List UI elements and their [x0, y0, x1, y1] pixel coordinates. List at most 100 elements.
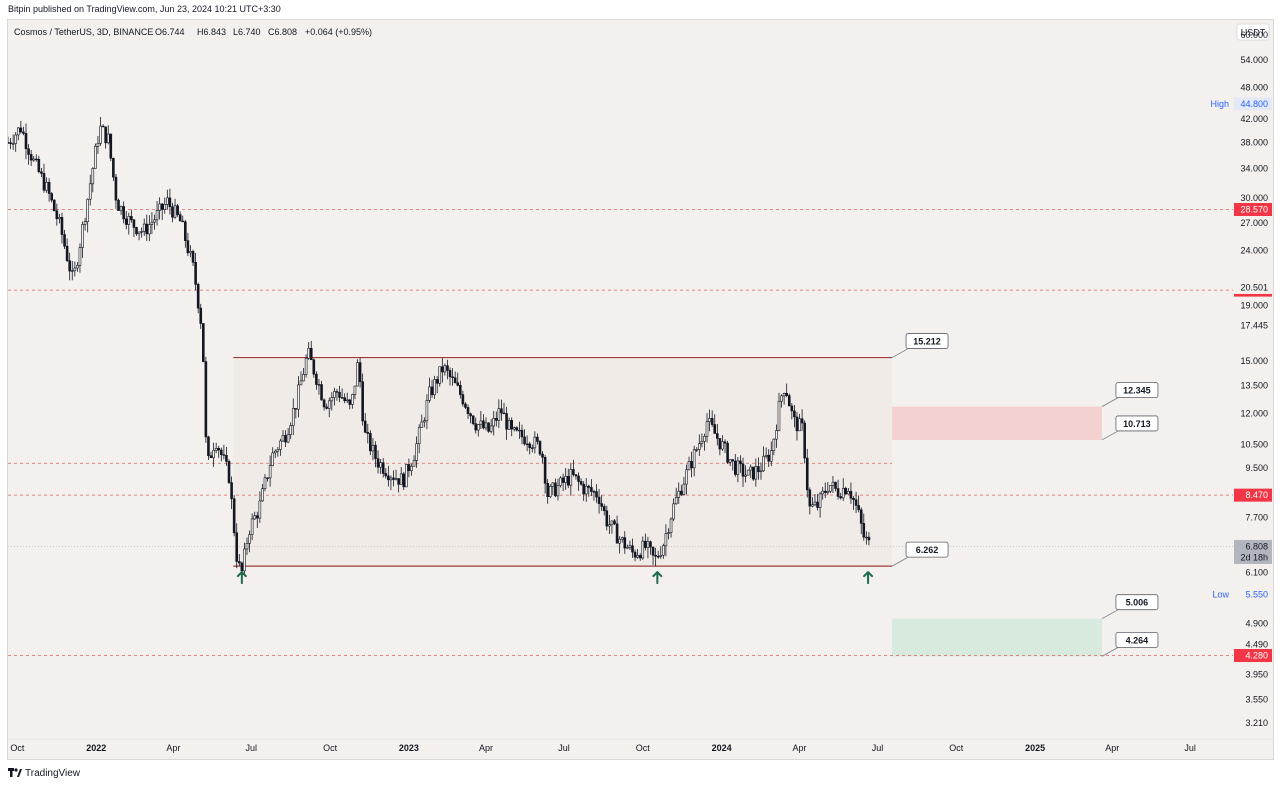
time-tick-label: Apr [1105, 743, 1119, 753]
support-top-label-text: 5.006 [1126, 598, 1149, 608]
candle-body [83, 221, 87, 225]
candle-body [641, 540, 645, 559]
level-tag [1234, 202, 1272, 216]
candle-body [464, 403, 467, 408]
candle-body [595, 491, 598, 498]
candle-body [425, 400, 429, 422]
candle-body [708, 418, 711, 422]
candle-body [76, 265, 79, 269]
candle-body [351, 394, 354, 405]
candle-body [446, 365, 449, 371]
last-price-tag [1234, 539, 1272, 564]
candle-body [790, 405, 794, 412]
candle-body [692, 449, 696, 469]
candle-body [374, 444, 377, 459]
candle-body [530, 447, 534, 449]
candle-body [196, 284, 200, 309]
candle-body [417, 427, 421, 445]
candle-body [680, 490, 683, 495]
time-tick-label: Jul [1184, 743, 1196, 753]
candle-body [713, 424, 717, 434]
candle-body [207, 436, 210, 456]
candle-body [387, 475, 390, 481]
price-tick-label: 3.210 [1245, 718, 1268, 728]
candle-body [173, 205, 177, 218]
candle-body [721, 441, 724, 450]
candle-body [592, 491, 596, 493]
candle-body [600, 503, 603, 507]
candle-body [114, 176, 118, 201]
chart-frame[interactable]: 15.212 6.262 12.345 10.713 5.006 4.264 USDT 60… [6, 19, 1274, 760]
ohlc-open: O6.744 [155, 27, 185, 37]
up-arrow-icon [236, 571, 247, 585]
candle-body [800, 418, 804, 424]
candle-body [777, 400, 781, 431]
candle-body [505, 413, 508, 430]
candle-body [45, 181, 48, 191]
zones-layer [233, 356, 1102, 657]
candle-body [656, 555, 660, 558]
candle-body [682, 483, 686, 495]
low-tag-text: 5.550 [1245, 589, 1268, 599]
price-tick-label: 54.000 [1240, 55, 1268, 65]
price-tick-label: 7.700 [1245, 513, 1268, 523]
candle-body [590, 487, 593, 492]
candle-body [155, 210, 159, 221]
candle-body [587, 485, 591, 488]
footer-brand[interactable]: TradingView [8, 766, 80, 780]
candle-body [829, 485, 832, 492]
side-20501-tag [1234, 280, 1272, 294]
candle-body [130, 215, 133, 221]
candle-body [40, 171, 43, 174]
candle-body [579, 481, 583, 485]
time-tick-label: Jul [872, 743, 884, 753]
countdown-text: 2d 18h [1240, 552, 1268, 562]
candle-body [836, 488, 840, 497]
candle-body [214, 447, 218, 451]
candle-body [664, 533, 668, 547]
candle-body [22, 131, 25, 134]
candle-body [266, 477, 269, 479]
candle-body [795, 416, 799, 432]
candle-body [538, 441, 542, 455]
candle-body [754, 466, 758, 480]
candle-body [91, 168, 95, 185]
candle-body [739, 460, 742, 465]
candle-body [302, 374, 305, 382]
candle-body [240, 562, 244, 572]
candle-body [217, 447, 221, 451]
candle-body [633, 551, 637, 558]
candle-body [685, 469, 688, 485]
price-chart[interactable]: 15.212 6.262 12.345 10.713 5.006 4.264 USDT60… [6, 20, 1273, 759]
time-tick-label: 2022 [86, 743, 106, 753]
high-label: High [1210, 99, 1229, 109]
last-price-text: 6.808 [1245, 541, 1268, 551]
time-tick-label: Jul [246, 743, 258, 753]
candle-body [764, 454, 768, 457]
candle-body [849, 491, 853, 499]
candle-body [443, 365, 447, 373]
candle-body [556, 485, 560, 497]
candle-body [518, 429, 521, 432]
candle-body [710, 418, 714, 425]
candle-body [381, 462, 385, 474]
candle-body [86, 198, 89, 222]
candle-body [718, 438, 722, 450]
candle-body [780, 395, 783, 402]
price-tick-label: 13.500 [1240, 381, 1268, 391]
candle-body [73, 267, 77, 271]
candle-body [109, 133, 113, 159]
candle-body [867, 536, 871, 541]
candle-body [674, 497, 678, 505]
candle-body [687, 460, 691, 471]
time-axis[interactable]: Oct 2022 Apr Jul Oct 2023 Apr Jul Oct 2024 Apr Jul O… [8, 738, 1273, 753]
candle-body [620, 537, 624, 540]
candle-body [453, 377, 457, 384]
candle-body [520, 429, 524, 438]
annotations-layer: 15.212 6.262 12.345 10.713 5.006 4.264 [236, 333, 1159, 657]
support-zone [892, 618, 1102, 657]
high-tag-text: 44.800 [1240, 99, 1268, 109]
candle-body [142, 223, 146, 232]
price-tick-label: 24.000 [1240, 245, 1268, 255]
